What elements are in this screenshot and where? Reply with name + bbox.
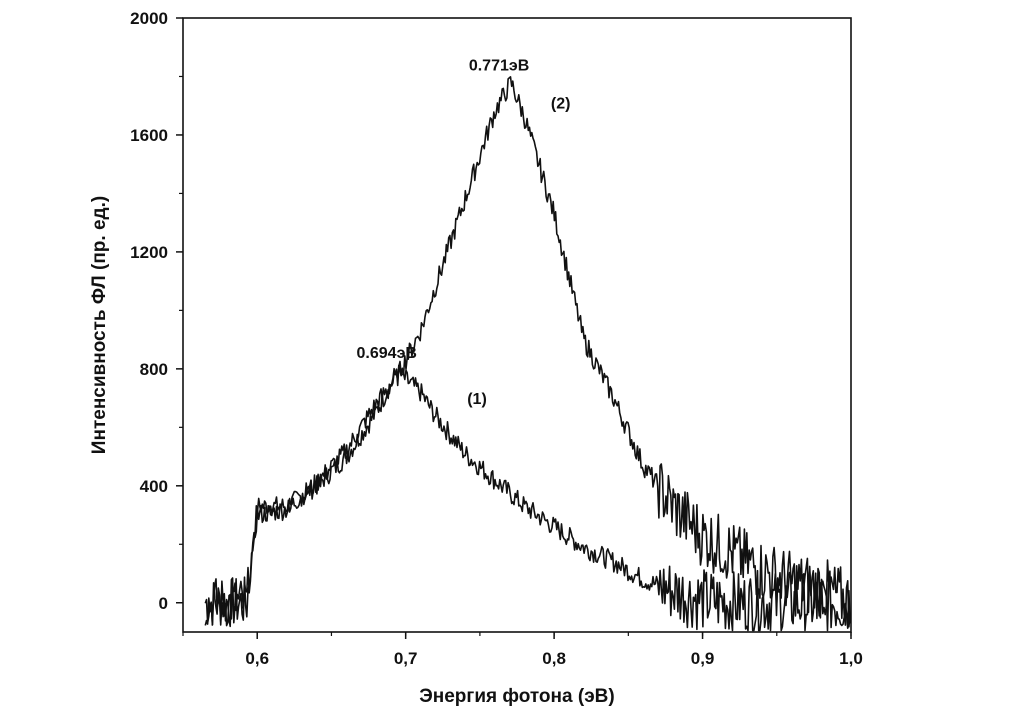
plot-frame [182, 17, 852, 633]
y-tick-label: 800 [140, 360, 168, 379]
y-axis-title: Интенсивность ФЛ (пр. ед.) [89, 196, 110, 454]
y-tick-label: 1600 [130, 126, 168, 145]
y-tick-label: 2000 [130, 9, 168, 28]
y-tick-label: 400 [140, 477, 168, 496]
series-line-1 [204, 364, 851, 632]
x-tick-label: 0,9 [691, 649, 715, 668]
annotation-label: (2) [551, 96, 571, 113]
axis-ticks: 0,6 0,7 0,8 0,9 1,0 0 400 800 1200 1600 2000 [130, 9, 863, 668]
series-line-2 [204, 76, 851, 628]
x-tick-label: 1,0 [839, 649, 863, 668]
x-axis-title: Энергия фотона (эВ) [419, 686, 614, 707]
series-group [204, 76, 851, 632]
x-tick-label: 0,7 [394, 649, 418, 668]
y-tick-label: 0 [159, 594, 168, 613]
x-tick-label: 0,6 [245, 649, 269, 668]
y-tick-label: 1200 [130, 243, 168, 262]
annotation-label: (1) [467, 391, 487, 408]
annotations: 0.694эВ 0.771эВ (1) (2) [357, 57, 571, 408]
x-tick-label: 0,8 [542, 649, 566, 668]
annotation-label: 0.771эВ [469, 57, 529, 74]
annotation-label: 0.694эВ [357, 345, 417, 362]
